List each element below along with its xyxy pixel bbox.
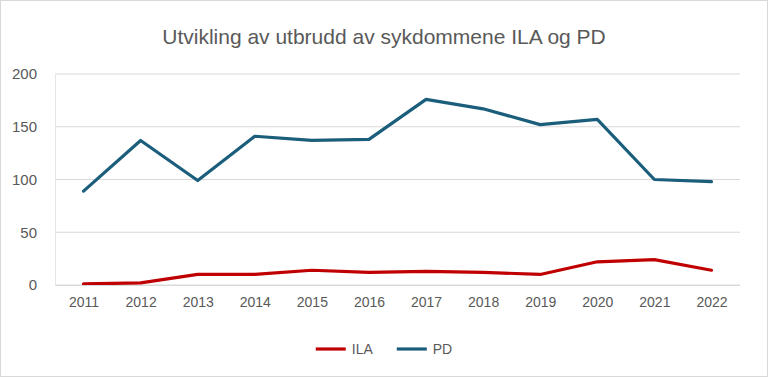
x-tick-label: 2019 [525, 294, 556, 310]
grid [55, 74, 740, 285]
x-tick-label: 2018 [468, 294, 499, 310]
x-tick: 2014 [240, 285, 271, 310]
grid-line [55, 285, 740, 286]
y-tick-label: 200 [12, 65, 37, 82]
x-tick-label: 2021 [639, 294, 670, 310]
x-tick-label: 2016 [354, 294, 385, 310]
y-axis-line [55, 75, 56, 286]
y-tick: 200 [12, 65, 55, 82]
x-tick-label: 2011 [69, 294, 99, 310]
legend-item: PD [397, 341, 452, 357]
title: Utvikling av utbrudd av sykdommene ILA o… [162, 25, 606, 48]
x-tick: 2016 [354, 285, 385, 310]
y-tick-label: 100 [12, 171, 37, 188]
x-tick-label: 2012 [126, 294, 157, 310]
y-axis: 0 50 100 150 200 [12, 65, 56, 293]
legend-label: ILA [352, 341, 374, 357]
y-tick: 50 [20, 224, 55, 241]
y-tick: 100 [12, 171, 55, 188]
x-tick-label: 2020 [582, 294, 613, 310]
x-axis-line [56, 285, 741, 286]
legend-item: ILA [316, 341, 374, 357]
chart: Utvikling av utbrudd av sykdommene ILA o… [0, 0, 768, 377]
x-tick: 2011 [69, 285, 99, 310]
lines [84, 99, 712, 284]
y-tick-label: 150 [12, 118, 37, 135]
legend-swatch [397, 347, 427, 350]
x-tick: 2013 [183, 285, 214, 310]
x-tick-label: 2013 [183, 294, 214, 310]
x-tick: 2015 [297, 285, 328, 310]
chart-frame [1, 1, 768, 377]
y-tick: 0 [29, 276, 55, 293]
grid-line [55, 126, 740, 127]
legend-swatch [316, 347, 346, 350]
x-tick: 2022 [696, 285, 727, 310]
x-tick-label: 2014 [240, 294, 271, 310]
x-tick-label: 2022 [696, 294, 727, 310]
grid-line [55, 74, 740, 75]
y-tick-label: 50 [20, 224, 37, 241]
x-axis: 2011 2012 2013 2014 2015 2016 2017 2018 2019 2020… [56, 285, 741, 310]
grid-line [55, 179, 740, 180]
y-tick-label: 0 [29, 276, 37, 293]
x-tick: 2020 [582, 285, 613, 310]
x-tick: 2019 [525, 285, 556, 310]
y-tick: 150 [12, 118, 55, 135]
legend: ILA PD [316, 341, 452, 357]
x-tick: 2017 [411, 285, 442, 310]
x-tick: 2021 [639, 285, 670, 310]
grid-line [55, 232, 740, 233]
x-tick: 2012 [126, 285, 157, 310]
x-tick-label: 2015 [297, 294, 328, 310]
legend-label: PD [433, 341, 452, 357]
x-tick: 2018 [468, 285, 499, 310]
series-line [84, 260, 712, 284]
x-tick-label: 2017 [411, 294, 442, 310]
series-line [84, 99, 712, 191]
